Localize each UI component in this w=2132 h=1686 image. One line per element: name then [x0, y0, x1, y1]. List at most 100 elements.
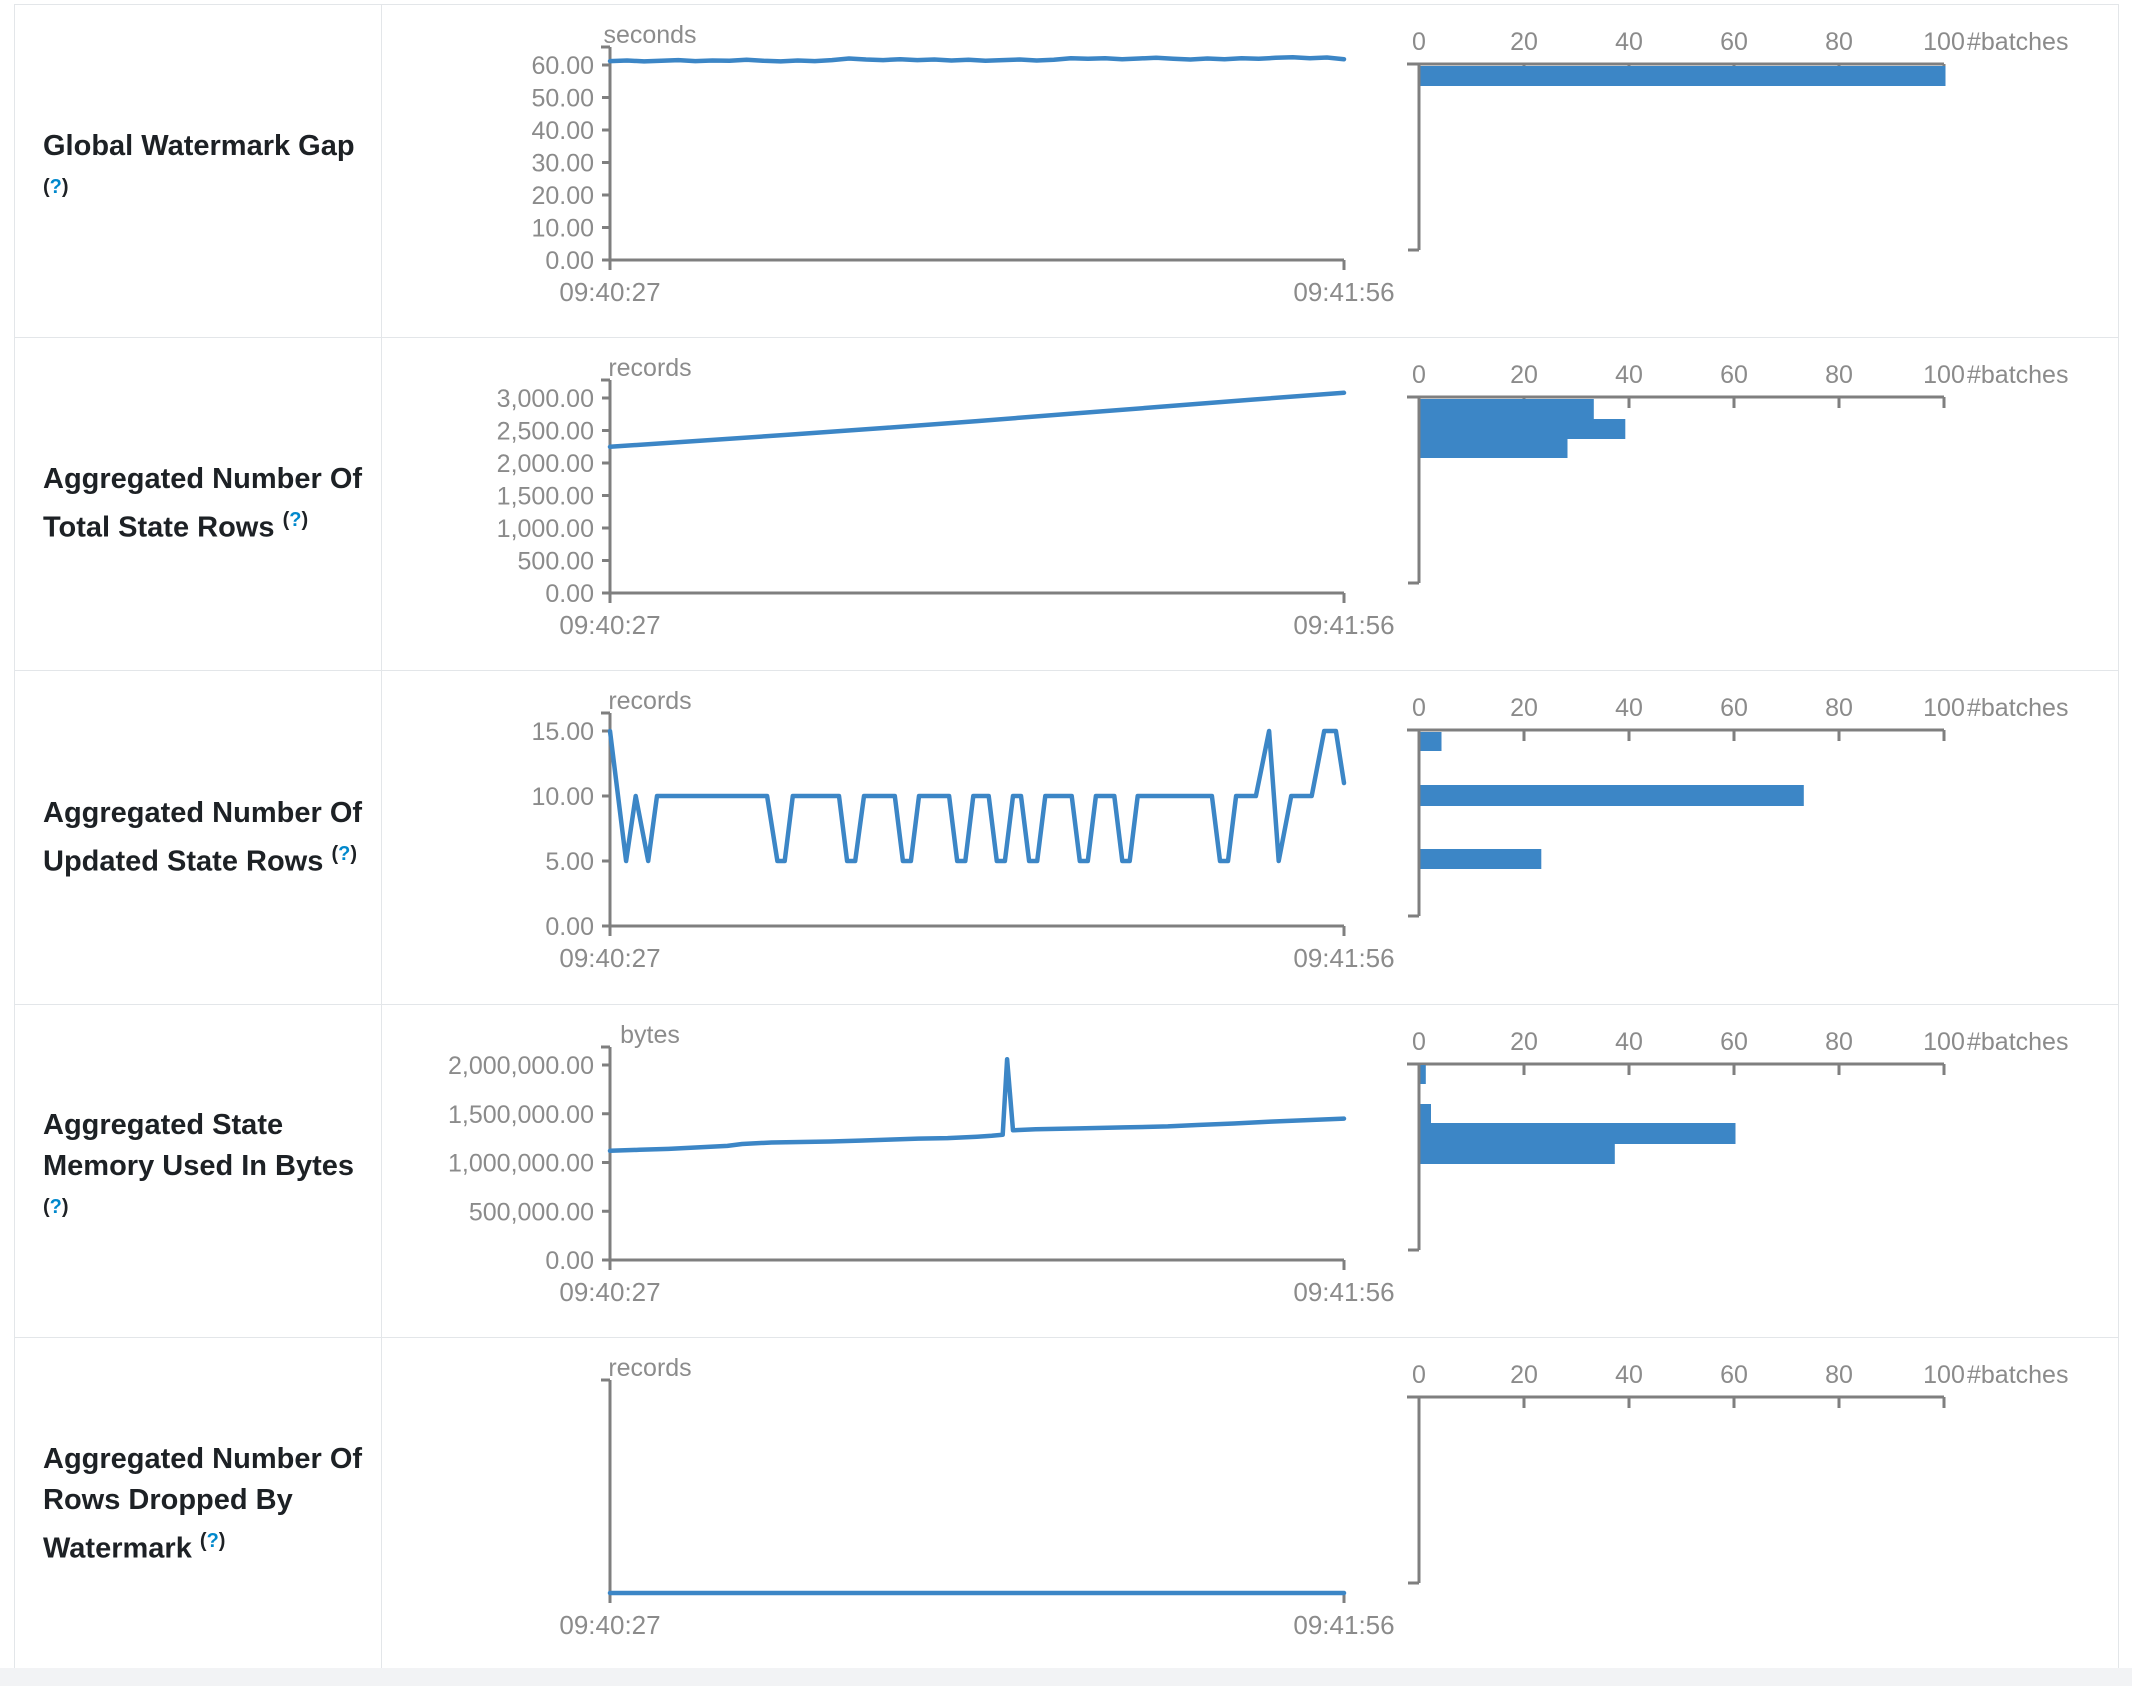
hist-tick-label: 60 — [1720, 1361, 1748, 1389]
hist-tick-label: 60 — [1720, 694, 1748, 722]
charts-aggregated-number-of-rows-dropped-by-watermark: records 09:40:27 09:41:56 0 20 40 60 80 100 #batc… — [559, 1354, 2068, 1640]
y-tick-label: 500,000.00 — [469, 1198, 594, 1226]
y-tick-label: 0.00 — [545, 913, 594, 941]
question-mark-icon: ? — [338, 842, 351, 865]
hist-bar — [1420, 1064, 1426, 1084]
timeline-chart: records 09:40:27 09:41:56 — [559, 1354, 1394, 1640]
metric-label-line: Total State Rows (?) — [43, 509, 309, 545]
help-link[interactable]: (?) — [331, 842, 357, 865]
metric-label-line: Rows Dropped By — [43, 1483, 293, 1516]
hist-bar — [1420, 399, 1594, 420]
hist-tick-label: 80 — [1825, 1028, 1853, 1056]
metric-label-aggregated-number-of-total-state-rows: Aggregated Number Of Total State Rows (?) — [15, 338, 382, 671]
hist-bar — [1420, 849, 1542, 870]
hist-tick-label: 0 — [1412, 1361, 1426, 1389]
timeline-series-line — [607, 729, 1347, 864]
hist-tick-label: 0 — [1412, 1028, 1426, 1056]
x-axis-end-label: 09:41:56 — [1293, 610, 1394, 640]
question-mark-icon: ? — [289, 509, 302, 532]
metric-label-line: Aggregated Number Of — [43, 796, 363, 829]
hist-bar — [1420, 785, 1804, 807]
y-tick-label: 1,000,000.00 — [448, 1149, 594, 1177]
charts-aggregated-state-memory-used-in-bytes: bytes 2,000,000.00 1,500,000.00 1,000,000.0… — [448, 1021, 2068, 1307]
x-axis-start-label: 09:40:27 — [559, 1610, 660, 1640]
metric-row-global-watermark-gap: Global Watermark Gap (?) seconds 60.00 50.0… — [15, 5, 2118, 339]
y-tick-label: 50.00 — [531, 85, 594, 113]
hist-tick-label: 0 — [1412, 28, 1426, 56]
metric-row-aggregated-number-of-updated-state-rows: Aggregated Number Of Updated State Rows (… — [15, 671, 2118, 1005]
hist-tick-label: 100 — [1923, 1361, 1965, 1389]
hist-tick-label: 20 — [1510, 1028, 1538, 1056]
unit-label: records — [608, 687, 691, 715]
metric-charts: records 09:40:27 09:41:56 0 20 40 60 80 100 #batc… — [382, 1338, 2118, 1670]
metric-label-line: Memory Used In Bytes — [43, 1150, 355, 1183]
y-tick-label: 3,000.00 — [497, 385, 594, 413]
x-axis-end-label: 09:41:56 — [1293, 1277, 1394, 1307]
hist-tick-label: 40 — [1615, 361, 1643, 389]
metric-label-line: Aggregated Number Of — [43, 1442, 363, 1475]
metric-charts: records 15.00 10.00 5.00 0.00 09:40:27 09:41:5… — [382, 671, 2118, 1003]
unit-label: bytes — [620, 1021, 680, 1049]
page-background-strip — [0, 1668, 2132, 1686]
x-axis-end-label: 09:41:56 — [1293, 277, 1394, 307]
metric-label-global-watermark-gap: Global Watermark Gap (?) — [15, 5, 382, 338]
metric-label-line: Updated State Rows (?) — [43, 842, 357, 878]
y-tick-label: 5.00 — [545, 848, 594, 876]
help-link[interactable]: (?) — [43, 1196, 69, 1219]
y-tick-label: 40.00 — [531, 117, 594, 145]
question-mark-icon: ? — [49, 176, 62, 199]
histogram-chart: 0 20 40 60 80 100 #batches — [1407, 28, 2068, 252]
hist-tick-label: 0 — [1412, 361, 1426, 389]
x-axis-start-label: 09:40:27 — [559, 277, 660, 307]
histogram-chart: 0 20 40 60 80 100 #batches — [1407, 694, 2068, 918]
hist-bar — [1420, 439, 1568, 459]
histogram-chart: 0 20 40 60 80 100 #batches — [1407, 1361, 2068, 1585]
charts-aggregated-number-of-total-state-rows: records 3,000.00 2,500.00 2,000.00 1,500.00 1… — [497, 354, 2069, 640]
hist-tick-label: 80 — [1825, 694, 1853, 722]
help-link[interactable]: (?) — [43, 176, 69, 199]
hist-unit-label: #batches — [1967, 28, 2068, 56]
y-tick-label: 20.00 — [531, 182, 594, 210]
x-axis-end-label: 09:41:56 — [1293, 1610, 1394, 1640]
metric-charts: bytes 2,000,000.00 1,500,000.00 1,000,000.0… — [382, 1005, 2118, 1337]
y-tick-label: 10.00 — [531, 783, 594, 811]
unit-label: records — [608, 354, 691, 382]
metric-label-line: Aggregated Number Of — [43, 463, 363, 496]
hist-tick-label: 100 — [1923, 694, 1965, 722]
y-tick-label: 30.00 — [531, 150, 594, 178]
hist-tick-label: 100 — [1923, 361, 1965, 389]
hist-tick-label: 100 — [1923, 28, 1965, 56]
question-mark-icon: ? — [49, 1196, 62, 1219]
hist-tick-label: 40 — [1615, 1028, 1643, 1056]
y-tick-label: 2,000.00 — [497, 450, 594, 478]
y-tick-label: 60.00 — [531, 52, 594, 80]
x-axis-start-label: 09:40:27 — [559, 610, 660, 640]
x-axis-start-label: 09:40:27 — [559, 1277, 660, 1307]
metric-label-aggregated-number-of-rows-dropped-by-watermark: Aggregated Number Of Rows Dropped By Water… — [15, 1337, 382, 1670]
metric-charts: records 3,000.00 2,500.00 2,000.00 1,500.00 1… — [382, 338, 2118, 670]
help-link[interactable]: (?) — [199, 1529, 226, 1552]
hist-bar — [1420, 1103, 1431, 1123]
hist-unit-label: #batches — [1967, 1361, 2068, 1389]
metric-label-line: (?) — [43, 1187, 367, 1236]
histogram-chart: 0 20 40 60 80 100 #batches — [1407, 1028, 2068, 1252]
hist-bar — [1420, 1122, 1736, 1144]
hist-tick-label: 40 — [1615, 1361, 1643, 1389]
timeline-series-line — [607, 390, 1347, 450]
help-link[interactable]: (?) — [282, 509, 309, 532]
metric-label-line: Watermark (?) — [43, 1529, 226, 1565]
metric-row-aggregated-state-memory-used-in-bytes: Aggregated State Memory Used In Bytes (?) … — [15, 1004, 2118, 1338]
timeline-chart: records 3,000.00 2,500.00 2,000.00 1,500.00 1… — [497, 354, 1395, 640]
y-tick-label: 0.00 — [545, 247, 594, 275]
hist-tick-label: 60 — [1720, 361, 1748, 389]
charts-global-watermark-gap: seconds 60.00 50.00 40.00 30.00 20.00 10.00 0.0… — [531, 21, 2068, 307]
hist-tick-label: 60 — [1720, 1028, 1748, 1056]
metric-label-line: (?) — [43, 167, 367, 216]
unit-label: seconds — [603, 21, 696, 49]
y-tick-label: 500.00 — [518, 548, 594, 576]
histogram-chart: 0 20 40 60 80 100 #batches — [1407, 361, 2068, 585]
timeline-chart: bytes 2,000,000.00 1,500,000.00 1,000,000.0… — [448, 1021, 1395, 1307]
y-tick-label: 15.00 — [531, 718, 594, 746]
timeline-chart: seconds 60.00 50.00 40.00 30.00 20.00 10.00 0.0… — [531, 21, 1394, 307]
